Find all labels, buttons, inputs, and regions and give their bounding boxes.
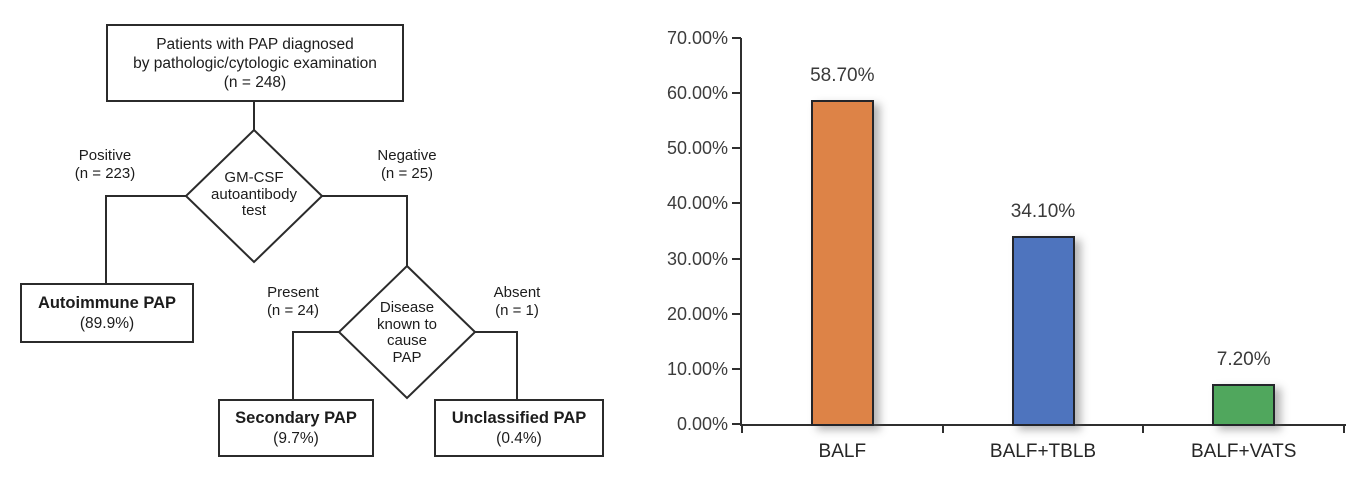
decision2-line: cause: [386, 332, 428, 349]
present-label-line: Present: [267, 284, 319, 301]
y-axis-tick-label: 70.00%: [666, 28, 728, 48]
absent-branch-label: Absent (n = 1): [462, 284, 572, 320]
absent-label-line: (n = 1): [495, 302, 539, 319]
root-box-line: (n = 248): [223, 73, 287, 91]
root-box-line: Patients with PAP diagnosed: [156, 35, 354, 53]
bar-value-label: 34.10%: [1010, 201, 1076, 222]
connector-line: [322, 195, 408, 268]
decision1-line: test: [241, 202, 267, 219]
x-axis-tick: [1343, 424, 1345, 433]
decision-diamond-gmcsf: [184, 128, 324, 264]
x-axis-tick: [941, 424, 944, 433]
flowchart: Patients with PAP diagnosed by pathologi…: [0, 0, 640, 498]
y-axis-tick: [732, 312, 741, 315]
decision2-line: PAP: [392, 348, 422, 366]
root-box-line: by pathologic/cytologic examination: [133, 54, 377, 72]
connector-line: [292, 331, 339, 402]
y-axis-tick-label: 0.00%: [676, 414, 728, 434]
y-axis-tick: [732, 92, 741, 95]
bar-chart: 70.00% 60.00% 50.00% 40.00% 30.00% 20.00% 10.0…: [630, 0, 1366, 498]
secondary-pap-value: (9.7%): [273, 430, 319, 447]
bar-value-label: 58.70%: [810, 65, 875, 87]
x-axis-tick: [741, 424, 743, 433]
y-axis-tick: [732, 367, 741, 370]
x-axis-tick: [1142, 424, 1145, 433]
y-axis-tick: [732, 37, 741, 39]
connector-line: [475, 331, 518, 402]
unclassified-pap-value: (0.4%): [496, 430, 542, 447]
decision1-line: autoantibody: [211, 185, 297, 203]
bar-value-label: 7.20%: [1216, 349, 1271, 371]
y-axis-tick-label: 20.00%: [666, 303, 728, 324]
negative-label-line: (n = 25): [380, 165, 434, 182]
secondary-pap-title: Secondary PAP: [235, 409, 357, 427]
decision1-line: GM-CSF: [224, 169, 284, 186]
chart-bar: [810, 100, 874, 426]
y-axis-line: [740, 38, 742, 426]
y-axis-tick: [732, 423, 741, 425]
unclassified-pap-box: Unclassified PAP (0.4%): [434, 399, 604, 457]
flowchart-root-box: Patients with PAP diagnosed by pathologi…: [106, 24, 404, 102]
unclassified-pap-title: Unclassified PAP: [451, 409, 587, 427]
decision1-text: GM-CSF autoantibody test: [184, 169, 324, 220]
chart-bar: [1212, 384, 1276, 426]
decision2-line: known to: [376, 315, 438, 333]
positive-label-line: (n = 223): [74, 165, 136, 182]
x-axis-category-label: BALF+TBLB: [989, 441, 1097, 462]
negative-branch-label: Negative (n = 25): [352, 147, 462, 183]
y-axis-tick-label: 30.00%: [666, 248, 728, 269]
decision-diamond-disease: [337, 264, 477, 400]
autoimmune-pap-value: (89.9%): [79, 315, 135, 332]
autoimmune-pap-box: Autoimmune PAP (89.9%): [20, 283, 194, 343]
secondary-pap-box: Secondary PAP (9.7%): [218, 399, 374, 457]
y-axis-tick: [732, 202, 741, 205]
positive-branch-label: Positive (n = 223): [50, 147, 160, 183]
decision2-line: Disease: [379, 299, 435, 316]
connector-line: [105, 195, 186, 286]
y-axis-tick-label: 40.00%: [666, 193, 728, 214]
autoimmune-pap-title: Autoimmune PAP: [37, 294, 177, 312]
decision2-text: Disease known to cause PAP: [347, 299, 467, 366]
present-label-line: (n = 24): [266, 302, 320, 319]
positive-label-line: Positive: [78, 147, 132, 164]
y-axis-tick: [732, 257, 741, 260]
present-branch-label: Present (n = 24): [238, 284, 348, 320]
y-axis-tick-label: 10.00%: [666, 358, 728, 379]
negative-label-line: Negative: [377, 147, 437, 164]
absent-label-line: Absent: [493, 284, 541, 301]
y-axis-tick-label: 50.00%: [666, 138, 728, 159]
y-axis-tick-label: 60.00%: [666, 83, 728, 104]
chart-bar: [1011, 236, 1075, 426]
y-axis-tick: [732, 147, 741, 150]
x-axis-category-label: BALF+VATS: [1190, 441, 1297, 462]
x-axis-category-label: BALF: [818, 441, 867, 462]
flowchart-connectors: [105, 96, 518, 402]
